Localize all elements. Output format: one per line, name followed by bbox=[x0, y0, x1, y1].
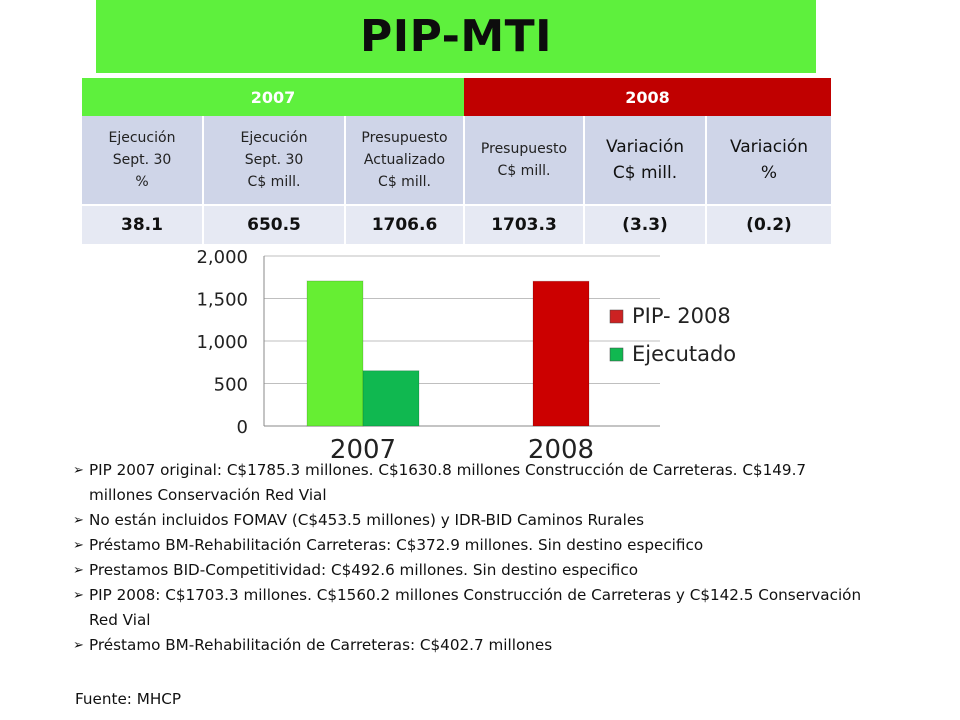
note-item: ➢ Préstamo BM-Rehabilitación Carreteras: … bbox=[73, 533, 865, 558]
y-tick-label: 2,000 bbox=[196, 247, 248, 268]
y-tick-label: 500 bbox=[214, 375, 248, 396]
note-item: ➢ PIP 2007 original: C$1785.3 millones. C… bbox=[73, 458, 865, 508]
year-2008-header: 2008 bbox=[464, 78, 831, 116]
budget-table: 2007 2008 Ejecución Sept. 30 % Ejecución… bbox=[82, 78, 831, 244]
col-header-variacion-mill: Variación C$ mill. bbox=[584, 116, 707, 205]
x-tick-label: 2007 bbox=[330, 435, 396, 462]
value-presupuesto-actualizado: 1706.6 bbox=[345, 204, 465, 244]
col-header-ejecucion-pct: Ejecución Sept. 30 % bbox=[82, 116, 204, 205]
value-ejecucion-mill: 650.5 bbox=[203, 204, 346, 244]
title-banner: PIP-MTI bbox=[96, 0, 816, 73]
year-2007-header: 2007 bbox=[82, 78, 464, 116]
legend-swatch bbox=[609, 309, 624, 324]
notes-list: ➢ PIP 2007 original: C$1785.3 millones. C… bbox=[73, 458, 865, 658]
col-header-variacion-pct: Variación % bbox=[706, 116, 831, 205]
bar-ejecutado-2007 bbox=[362, 370, 420, 427]
arrow-bullet-icon: ➢ bbox=[73, 538, 84, 553]
legend-label: PIP- 2008 bbox=[632, 304, 731, 328]
y-tick-label: 0 bbox=[237, 417, 248, 438]
note-item: ➢ PIP 2008: C$1703.3 millones. C$1560.2 m… bbox=[73, 583, 865, 633]
y-tick-label: 1,000 bbox=[196, 332, 248, 353]
col-header-ejecucion-mill: Ejecución Sept. 30 C$ mill. bbox=[203, 116, 346, 205]
value-presupuesto: 1703.3 bbox=[464, 204, 585, 244]
bar-pip-2007 bbox=[306, 280, 364, 427]
source-note: Fuente: MHCP bbox=[75, 690, 182, 708]
note-item: ➢ Préstamo BM-Rehabilitación de Carretera… bbox=[73, 633, 865, 658]
arrow-bullet-icon: ➢ bbox=[73, 638, 84, 653]
col-header-presupuesto: Presupuesto C$ mill. bbox=[464, 116, 585, 205]
bar-chart: 2,000 1,500 1,000 500 0 2007 2008 PIP- 2008 Ejec… bbox=[196, 247, 736, 462]
arrow-bullet-icon: ➢ bbox=[73, 513, 84, 528]
arrow-bullet-icon: ➢ bbox=[73, 463, 84, 478]
page-title: PIP-MTI bbox=[359, 11, 553, 62]
legend-label: Ejecutado bbox=[632, 342, 736, 366]
y-tick-label: 1,500 bbox=[196, 290, 248, 311]
legend-swatch bbox=[609, 347, 624, 362]
col-header-presupuesto-actualizado: Presupuesto Actualizado C$ mill. bbox=[345, 116, 465, 205]
note-item: ➢ Prestamos BID-Competitividad: C$492.6 m… bbox=[73, 558, 865, 583]
note-item: ➢ No están incluidos FOMAV (C$453.5 millo… bbox=[73, 508, 865, 533]
bar-pip-2008 bbox=[532, 280, 590, 427]
value-variacion-mill: (3.3) bbox=[584, 204, 707, 244]
value-variacion-pct: (0.2) bbox=[706, 204, 831, 244]
arrow-bullet-icon: ➢ bbox=[73, 588, 84, 603]
arrow-bullet-icon: ➢ bbox=[73, 563, 84, 578]
value-ejecucion-pct: 38.1 bbox=[82, 204, 204, 244]
x-tick-label: 2008 bbox=[528, 435, 594, 462]
